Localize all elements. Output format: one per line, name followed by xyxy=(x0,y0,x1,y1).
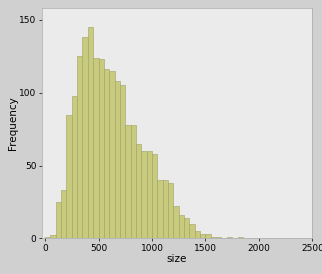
Bar xyxy=(104,69,109,238)
Bar xyxy=(51,235,56,238)
Bar xyxy=(136,144,141,238)
Bar xyxy=(184,218,189,238)
Bar xyxy=(227,237,232,238)
Bar xyxy=(61,190,66,238)
Bar xyxy=(195,231,200,238)
Bar xyxy=(131,125,136,238)
Bar xyxy=(82,37,88,238)
Bar xyxy=(56,202,61,238)
Bar xyxy=(45,237,51,238)
Bar xyxy=(120,85,125,238)
Bar xyxy=(77,56,82,238)
Bar xyxy=(157,180,163,238)
Bar xyxy=(109,71,115,238)
Y-axis label: Frequency: Frequency xyxy=(8,96,18,150)
Bar xyxy=(93,58,99,238)
X-axis label: size: size xyxy=(167,254,187,264)
Bar xyxy=(66,115,72,238)
Bar xyxy=(216,237,222,238)
Bar xyxy=(168,183,173,238)
Bar xyxy=(99,59,104,238)
Bar xyxy=(173,206,179,238)
Bar xyxy=(205,234,211,238)
Bar xyxy=(147,151,152,238)
Bar xyxy=(88,27,93,238)
Bar xyxy=(141,151,147,238)
Bar xyxy=(211,237,216,238)
Bar xyxy=(72,96,77,238)
Bar xyxy=(200,234,205,238)
Bar xyxy=(238,237,243,238)
Bar xyxy=(115,81,120,238)
Bar xyxy=(179,215,184,238)
Bar xyxy=(163,180,168,238)
Bar xyxy=(189,224,195,238)
Bar xyxy=(125,125,131,238)
Bar xyxy=(152,154,157,238)
